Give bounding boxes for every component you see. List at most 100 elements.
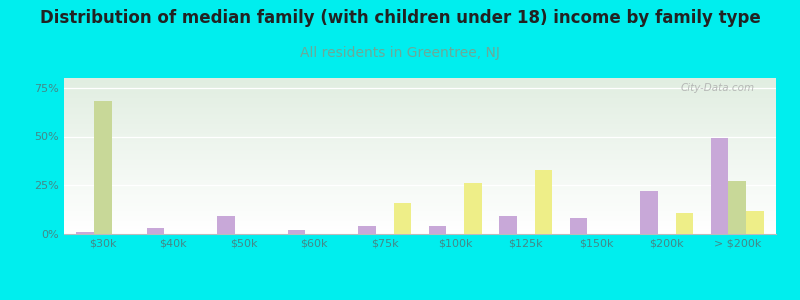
Bar — [64, 147, 776, 148]
Bar — [64, 107, 776, 108]
Bar — [64, 103, 776, 104]
Bar — [64, 122, 776, 123]
Bar — [64, 192, 776, 193]
Bar — [64, 78, 776, 79]
Bar — [64, 83, 776, 84]
Bar — [64, 97, 776, 98]
Bar — [147, 228, 165, 234]
Bar — [64, 187, 776, 188]
Bar — [64, 178, 776, 179]
Bar — [64, 202, 776, 203]
Bar — [64, 98, 776, 99]
Bar — [64, 148, 776, 149]
Bar — [64, 166, 776, 167]
Bar — [64, 143, 776, 144]
Bar — [64, 173, 776, 174]
Bar — [64, 128, 776, 129]
Bar — [710, 138, 729, 234]
Bar — [64, 150, 776, 151]
Bar — [64, 156, 776, 157]
Bar — [358, 226, 376, 234]
Bar — [64, 89, 776, 90]
Bar — [570, 218, 587, 234]
Bar — [64, 160, 776, 161]
Bar — [64, 117, 776, 118]
Bar — [64, 136, 776, 137]
Text: Distribution of median family (with children under 18) income by family type: Distribution of median family (with chil… — [40, 9, 760, 27]
Bar — [64, 146, 776, 147]
Bar — [64, 86, 776, 87]
Bar — [64, 196, 776, 197]
Bar — [64, 197, 776, 198]
Bar — [729, 181, 746, 234]
Bar — [64, 157, 776, 158]
Bar — [64, 181, 776, 182]
Bar — [64, 125, 776, 126]
Bar — [64, 112, 776, 113]
Bar — [64, 191, 776, 192]
Bar — [64, 154, 776, 155]
Bar — [64, 141, 776, 142]
Bar — [64, 138, 776, 139]
Bar — [64, 168, 776, 169]
Bar — [64, 144, 776, 145]
Bar — [64, 96, 776, 97]
Bar — [64, 130, 776, 131]
Bar — [64, 132, 776, 133]
Bar — [64, 170, 776, 171]
Bar — [64, 116, 776, 117]
Bar — [64, 102, 776, 103]
Bar — [64, 126, 776, 127]
Bar — [64, 174, 776, 175]
Bar — [64, 95, 776, 96]
Legend: Married couple, Male, no wife, Female, no husband: Married couple, Male, no wife, Female, n… — [225, 299, 615, 300]
Bar — [64, 226, 776, 227]
Bar — [464, 183, 482, 234]
Bar — [64, 133, 776, 134]
Bar — [64, 91, 776, 92]
Bar — [64, 183, 776, 184]
Bar — [64, 227, 776, 228]
Bar — [64, 217, 776, 218]
Bar — [64, 123, 776, 124]
Bar — [64, 172, 776, 173]
Bar — [64, 134, 776, 135]
Bar — [64, 215, 776, 216]
Bar — [64, 209, 776, 210]
Bar — [64, 152, 776, 153]
Bar — [64, 105, 776, 106]
Bar — [64, 111, 776, 112]
Bar — [64, 109, 776, 110]
Bar — [64, 110, 776, 111]
Bar — [64, 101, 776, 102]
Bar — [64, 219, 776, 220]
Bar — [64, 135, 776, 136]
Bar — [64, 182, 776, 183]
Bar — [94, 101, 111, 234]
Bar — [64, 195, 776, 196]
Bar — [64, 223, 776, 224]
Bar — [64, 84, 776, 85]
Bar — [64, 211, 776, 212]
Bar — [64, 216, 776, 217]
Bar — [64, 229, 776, 230]
Bar — [64, 151, 776, 152]
Bar — [64, 171, 776, 172]
Bar — [64, 139, 776, 140]
Bar — [429, 226, 446, 234]
Bar — [534, 169, 552, 234]
Bar — [64, 149, 776, 150]
Bar — [64, 200, 776, 201]
Bar — [218, 217, 235, 234]
Bar — [64, 189, 776, 190]
Bar — [64, 194, 776, 195]
Bar — [64, 155, 776, 156]
Bar — [64, 119, 776, 120]
Bar — [64, 233, 776, 234]
Bar — [64, 212, 776, 213]
Bar — [64, 176, 776, 177]
Bar — [288, 230, 306, 234]
Bar — [64, 180, 776, 181]
Bar — [64, 131, 776, 132]
Bar — [64, 228, 776, 229]
